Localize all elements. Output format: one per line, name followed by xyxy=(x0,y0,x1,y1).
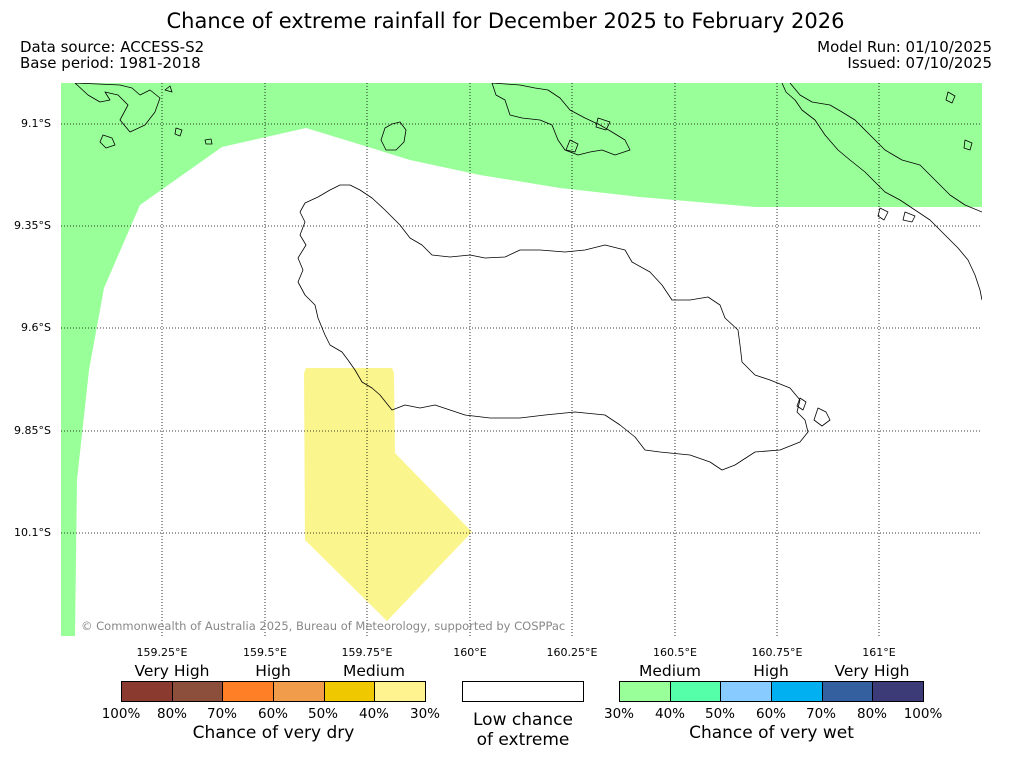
dry-medium-region xyxy=(304,368,472,621)
dry-tick: 100% xyxy=(101,706,141,722)
dry-swatch xyxy=(122,682,173,701)
guadalcanal-coastline xyxy=(297,184,809,471)
dry-header-very-high: Very High xyxy=(134,662,210,680)
dry-tick: 60% xyxy=(257,706,288,722)
wet-swatch xyxy=(721,682,773,701)
lon-label: 160°E xyxy=(453,646,487,659)
florida-islands-coastline xyxy=(491,83,631,156)
dry-swatch xyxy=(172,682,224,701)
lat-label: 9.85°S xyxy=(14,424,51,437)
info-left: Data source: ACCESS-S2 Base period: 1981… xyxy=(20,39,204,71)
info-right: Model Run: 01/10/2025 Issued: 07/10/2025 xyxy=(817,39,992,71)
wet-tick: 30% xyxy=(603,706,634,722)
lon-label: 159.5°E xyxy=(243,646,287,659)
wet-caption: Chance of very wet xyxy=(689,723,854,743)
russell-islands-coastline xyxy=(74,83,161,133)
lon-label: 160.75°E xyxy=(751,646,803,659)
neutral-caption-line1: Low chance xyxy=(473,710,573,730)
neutral-caption: Low chance of extreme xyxy=(448,710,598,750)
lat-label: 10.1°S xyxy=(14,526,51,539)
dry-tick: 40% xyxy=(358,706,389,722)
wet-swatch xyxy=(822,682,874,701)
wet-medium-region xyxy=(61,83,982,636)
wet-swatch xyxy=(772,682,823,701)
dry-swatch xyxy=(223,682,275,701)
dry-caption: Chance of very dry xyxy=(192,723,355,743)
wet-swatch xyxy=(670,682,722,701)
lat-label: 9.6°S xyxy=(21,321,51,334)
wet-swatch xyxy=(873,682,924,701)
dry-header-high: High xyxy=(255,662,291,680)
dry-swatch xyxy=(375,682,426,701)
wet-swatch xyxy=(620,682,671,701)
dry-tick: 70% xyxy=(206,706,237,722)
chart-title: Chance of extreme rainfall for December … xyxy=(166,9,845,33)
dry-swatch xyxy=(324,682,376,701)
neutral-swatch xyxy=(462,681,584,702)
lon-label: 159.25°E xyxy=(136,646,188,659)
dry-tick: 80% xyxy=(156,706,187,722)
wet-header-medium: Medium xyxy=(639,662,701,680)
wet-tick: 40% xyxy=(654,706,685,722)
lon-label: 161°E xyxy=(862,646,896,659)
wet-header-very-high: Very High xyxy=(834,662,910,680)
dry-tick: 50% xyxy=(307,706,338,722)
wet-colorbar xyxy=(619,681,924,702)
coastlines xyxy=(74,83,982,471)
neutral-caption-line2: of extreme xyxy=(476,730,570,750)
model-run: Model Run: 01/10/2025 xyxy=(817,38,992,56)
lat-label: 9.1°S xyxy=(21,117,51,130)
wet-tick: 60% xyxy=(755,706,786,722)
graticule xyxy=(61,83,982,636)
wet-header-high: High xyxy=(753,662,789,680)
dry-swatch xyxy=(274,682,325,701)
small-island-coastline xyxy=(380,121,407,151)
wet-tick: 70% xyxy=(805,706,836,722)
lat-label: 9.35°S xyxy=(14,219,51,232)
issued-date: Issued: 07/10/2025 xyxy=(847,54,992,72)
lon-label: 160.5°E xyxy=(653,646,697,659)
wet-tick: 80% xyxy=(856,706,887,722)
malaita-coastline xyxy=(781,83,982,301)
data-source: Data source: ACCESS-S2 xyxy=(20,38,205,56)
base-period: Base period: 1981-2018 xyxy=(20,54,201,72)
copyright-notice: © Commonwealth of Australia 2025, Bureau… xyxy=(81,619,566,633)
wet-tick: 100% xyxy=(903,706,943,722)
dry-header-medium: Medium xyxy=(343,662,405,680)
dry-colorbar xyxy=(121,681,426,702)
wet-tick: 50% xyxy=(704,706,735,722)
lon-label: 160.25°E xyxy=(546,646,598,659)
dry-tick: 30% xyxy=(409,706,440,722)
lon-label: 159.75°E xyxy=(341,646,393,659)
